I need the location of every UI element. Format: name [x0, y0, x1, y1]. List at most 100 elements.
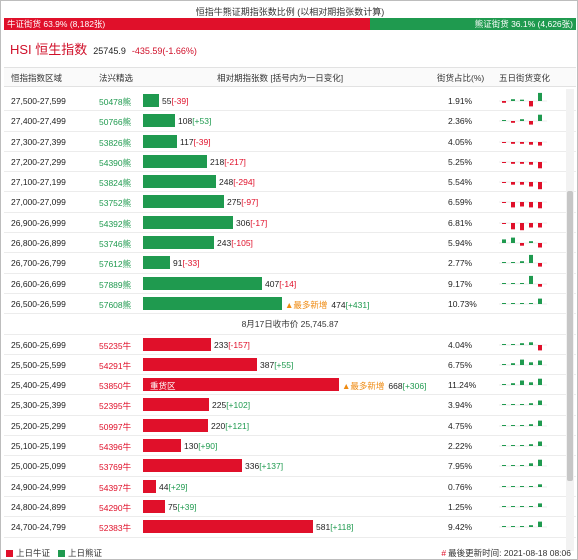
contracts-value-label: 225[+102] — [212, 400, 250, 410]
contracts-value: 233 — [214, 339, 229, 350]
sparkline-bar — [538, 378, 542, 386]
table-row[interactable]: 27,500-27,599 50478熊 55[-39] 1.91% — [4, 91, 576, 112]
legend-bear: 上日熊证 — [58, 547, 102, 559]
warrant-code-link[interactable]: 54392熊 — [99, 218, 132, 229]
one-day-change: [-39] — [171, 96, 189, 106]
contracts-bar — [143, 520, 313, 534]
warrant-code-link[interactable]: 54390熊 — [99, 157, 132, 168]
warrant-code-link[interactable]: 52383牛 — [99, 523, 132, 534]
street-share-pct: 7.95% — [448, 461, 473, 472]
scrollbar-thumb[interactable] — [567, 191, 573, 481]
table-row[interactable]: 25,000-25,099 53769牛 336[+137] 7.95% — [4, 456, 576, 477]
table-row[interactable]: 26,900-26,999 54392熊 306[-17] 6.81% — [4, 213, 576, 234]
contracts-bar — [143, 134, 177, 148]
sparkline-bar — [529, 341, 533, 345]
table-row[interactable]: 25,500-25,599 54291牛 387[+55] 6.75% — [4, 355, 576, 376]
sparkline-bar — [538, 521, 542, 528]
contracts-value: 387 — [260, 359, 275, 370]
header-pct: 街货占比(%) — [437, 73, 485, 83]
warrant-code-link[interactable]: 57608熊 — [99, 299, 132, 310]
table-row[interactable]: 24,900-24,999 54397牛 44[+29] 0.76% — [4, 477, 576, 497]
table-row[interactable]: 25,300-25,399 52395牛 225[+102] 3.94% — [4, 395, 576, 416]
street-share-pct: 5.54% — [448, 177, 473, 188]
table-row[interactable]: 27,300-27,399 53826熊 117[-39] 4.05% — [4, 132, 576, 152]
one-day-change: [-14] — [279, 278, 297, 289]
scrollbar[interactable] — [566, 89, 574, 551]
sparkline-bar — [502, 363, 506, 365]
sparkline-bar — [529, 423, 533, 426]
legend-bull: 上日牛证 — [6, 547, 50, 559]
warrant-code-link[interactable]: 53746熊 — [99, 239, 132, 250]
table-row[interactable]: 27,100-27,199 53824熊 248[-294] 5.54% — [4, 172, 576, 193]
warrant-code-link[interactable]: 54397牛 — [99, 482, 132, 493]
warrant-code-link[interactable]: 53752熊 — [99, 198, 132, 209]
index-zone: 25,000-25,099 — [11, 461, 66, 472]
sparkline-bar — [520, 505, 524, 507]
warrant-code-link[interactable]: 53826熊 — [99, 137, 132, 148]
contracts-bar — [143, 215, 233, 229]
contracts-bar — [143, 296, 282, 310]
header-zone: 恒指指数区域 — [11, 73, 63, 83]
warrant-code-link[interactable]: 53824熊 — [99, 178, 132, 189]
contracts-bar — [143, 256, 170, 270]
warrant-code-link[interactable]: 52395牛 — [99, 401, 132, 412]
contracts-bar — [143, 378, 339, 392]
sparkline-bar — [511, 141, 515, 144]
one-day-change: [+306] — [402, 381, 427, 392]
table-row[interactable]: 27,200-27,299 54390熊 218[-217] 5.25% — [4, 152, 576, 173]
five-day-sparkline — [499, 202, 547, 209]
warrant-code-link[interactable]: 55235牛 — [99, 340, 132, 351]
table-row[interactable]: 25,600-25,699 55235牛 233[-157] 4.04% — [4, 335, 576, 355]
table-row[interactable]: 25,400-25,499 53850牛 重货区 ▲最多新增 668[+306] 11.2… — [4, 375, 576, 396]
sparkline-bar — [502, 404, 506, 406]
warrant-code-link[interactable]: 50997牛 — [99, 421, 132, 432]
warrant-code-link[interactable]: 57612熊 — [99, 259, 132, 270]
one-day-change: [-294] — [233, 177, 255, 188]
table-row[interactable]: 24,700-24,799 52383牛 581[+118] 9.42% — [4, 517, 576, 538]
contracts-value-label: 248[-294] — [219, 177, 255, 187]
street-share-pct: 1.25% — [448, 501, 473, 512]
contracts-bar — [143, 418, 208, 432]
sparkline-bar — [520, 380, 524, 386]
warrant-code-link[interactable]: 53850牛 — [99, 381, 132, 392]
table-row[interactable]: 24,800-24,899 54290牛 75[+39] 1.25% — [4, 497, 576, 518]
table-row[interactable]: 25,100-25,199 54396牛 130[+90] 2.22% — [4, 436, 576, 457]
warrant-code-link[interactable]: 50478熊 — [99, 97, 132, 107]
warrant-code-link[interactable]: 57889熊 — [99, 279, 132, 290]
one-day-change: [+118] — [330, 522, 354, 533]
one-day-change: [+29] — [168, 481, 188, 492]
sparkline-bar — [520, 99, 524, 101]
sparkline-bar — [538, 182, 542, 190]
table-row[interactable]: 27,000-27,099 53752熊 275[-97] 6.59% — [4, 192, 576, 213]
warrant-code-link[interactable]: 54291牛 — [99, 360, 132, 371]
sparkline-bar — [502, 485, 506, 487]
table-row[interactable]: 26,600-26,699 57889熊 407[-14] 9.17% — [4, 274, 576, 294]
sparkline-bar — [511, 237, 515, 244]
update-label: 最後更新时间: 2021-08-18 08:06 — [448, 548, 571, 558]
five-day-sparkline — [499, 181, 547, 190]
sparkline-bar — [538, 141, 542, 146]
table-row[interactable]: 26,500-26,599 57608熊 ▲最多新增 474[+431] 10.73% — [4, 294, 576, 315]
sparkline-bar — [529, 222, 533, 228]
warrant-code-link[interactable]: 54396牛 — [99, 442, 132, 453]
table-row[interactable]: 26,700-26,799 57612熊 91[-33] 2.77% — [4, 253, 576, 274]
five-day-sparkline — [499, 400, 547, 406]
sparkline-bar — [538, 222, 542, 228]
five-day-sparkline — [499, 114, 547, 125]
sparkline-bar — [520, 465, 524, 467]
hsi-name[interactable]: HSI 恒生指数 — [10, 42, 88, 57]
contracts-value: 44 — [159, 481, 169, 492]
sparkline-bar — [538, 263, 542, 267]
sparkline-bar — [538, 161, 542, 169]
warrant-code-link[interactable]: 54290牛 — [99, 502, 132, 513]
table-row[interactable]: 27,400-27,499 50766熊 108[+53] 2.36% — [4, 111, 576, 132]
table-row[interactable]: 25,200-25,299 50997牛 220[+121] 4.75% — [4, 416, 576, 437]
index-zone: 25,500-25,599 — [11, 359, 66, 370]
sparkline-bar — [538, 92, 542, 101]
index-zone: 27,000-27,099 — [11, 197, 66, 208]
warrant-code-link[interactable]: 50766熊 — [99, 117, 132, 128]
update-hash-icon: # — [441, 548, 447, 558]
one-day-change: [+102] — [226, 400, 251, 411]
warrant-code-link[interactable]: 53769牛 — [99, 462, 132, 473]
table-row[interactable]: 26,800-26,899 53746熊 243[-105] 5.94% — [4, 233, 576, 254]
